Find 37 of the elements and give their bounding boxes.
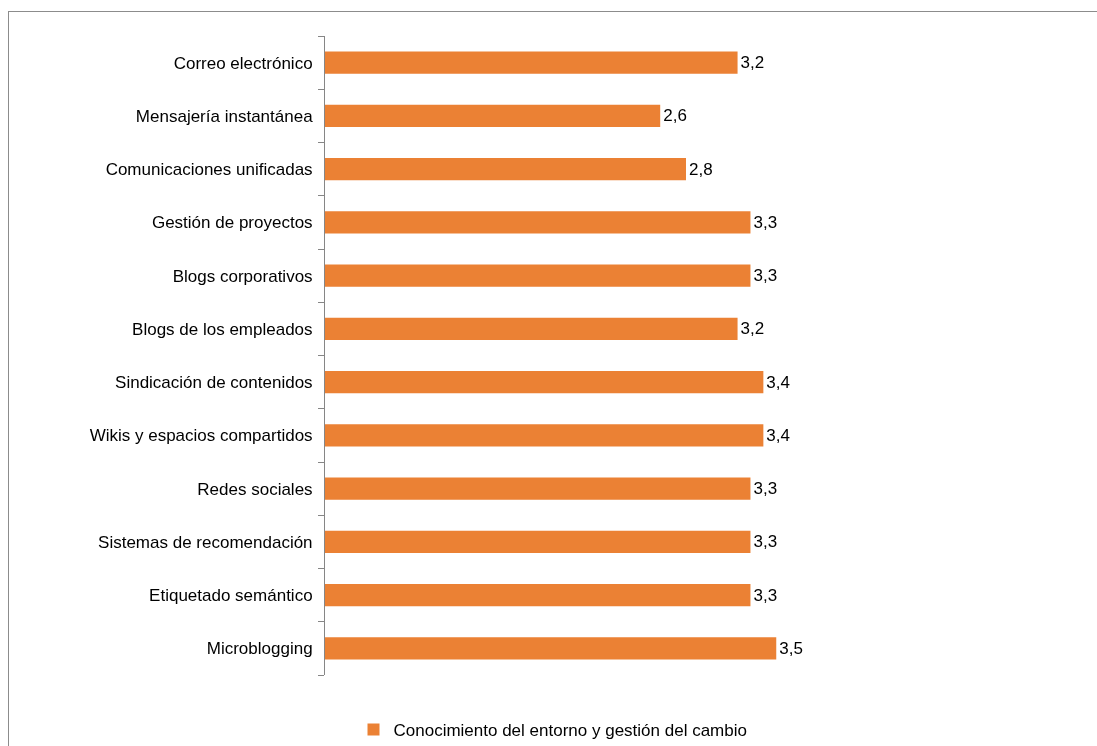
bar bbox=[325, 51, 738, 74]
data-label: 3,3 bbox=[753, 585, 778, 605]
data-label: 3,3 bbox=[753, 212, 778, 232]
bar bbox=[325, 104, 661, 128]
bar bbox=[325, 424, 764, 447]
y-tick-label: Microblogging bbox=[206, 639, 313, 659]
y-tick-label: Sindicación de contenidos bbox=[115, 373, 313, 393]
y-tick-label: Sistemas de recomendación bbox=[98, 532, 313, 552]
bar bbox=[325, 264, 751, 287]
y-tick-label: Correo electrónico bbox=[173, 53, 313, 73]
y-tick-label: Blogs corporativos bbox=[172, 266, 313, 286]
bar bbox=[325, 637, 777, 660]
y-tick-label: Gestión de proyectos bbox=[151, 213, 313, 233]
y-tick-label: Comunicaciones unificadas bbox=[105, 160, 313, 180]
bar bbox=[325, 583, 751, 607]
data-label: 3,3 bbox=[753, 479, 778, 499]
legend-label: Conocimiento del entorno y gestión del cambio bbox=[393, 721, 747, 741]
data-label: 2,6 bbox=[663, 106, 687, 126]
data-label: 3,4 bbox=[766, 372, 790, 392]
y-tick-label: Blogs de los empleados bbox=[132, 319, 313, 339]
data-label: 3,2 bbox=[740, 319, 765, 339]
bar bbox=[325, 530, 751, 554]
y-tick-label: Etiquetado semántico bbox=[149, 586, 313, 606]
data-label: 2,8 bbox=[689, 159, 713, 179]
data-label: 3,5 bbox=[779, 638, 803, 658]
bar bbox=[325, 370, 764, 394]
data-label: 3,4 bbox=[766, 425, 790, 445]
y-tick-label: Redes sociales bbox=[197, 479, 313, 499]
data-label: 3,2 bbox=[740, 53, 765, 73]
bar bbox=[325, 211, 751, 234]
data-label: 3,3 bbox=[753, 266, 778, 286]
data-label: 3,3 bbox=[753, 532, 778, 552]
bar bbox=[325, 477, 751, 500]
bar bbox=[325, 157, 686, 181]
bar bbox=[325, 317, 738, 341]
y-tick-label: Wikis y espacios compartidos bbox=[89, 426, 313, 446]
y-tick-label: Mensajería instantánea bbox=[135, 106, 314, 126]
